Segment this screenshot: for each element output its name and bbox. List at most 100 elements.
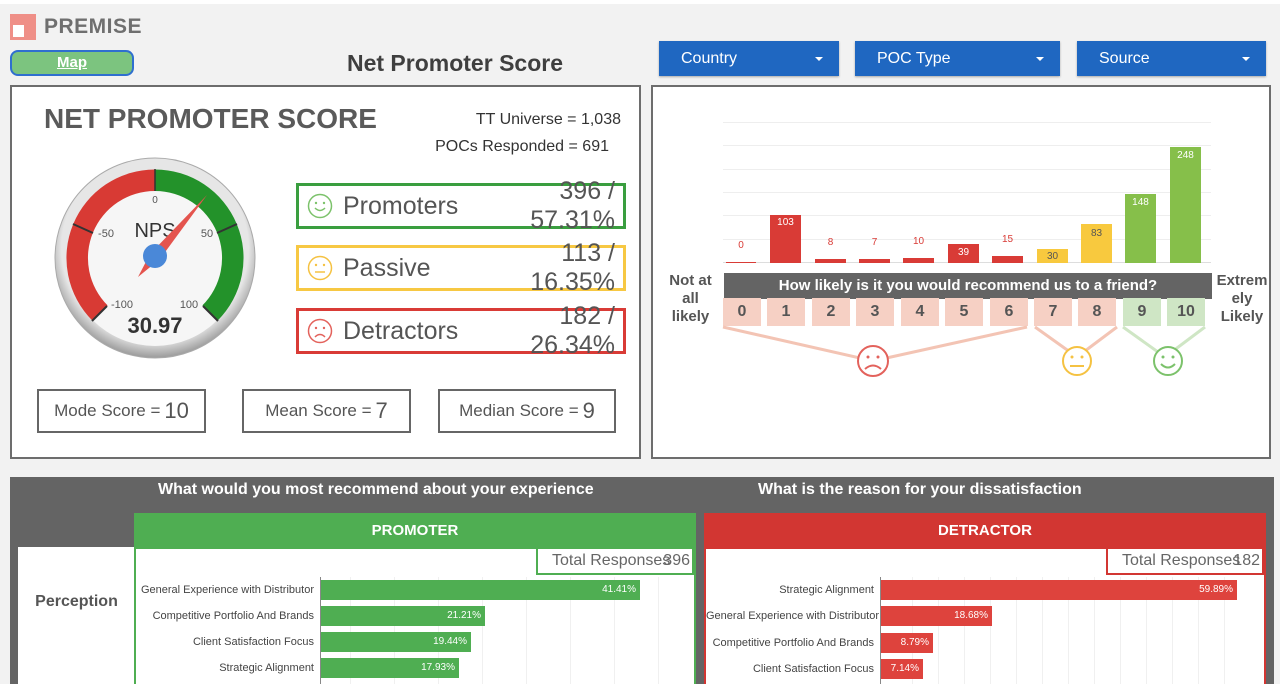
detractor-category-label: Client Satisfaction Focus: [752, 663, 874, 675]
promoter-category-label: Client Satisfaction Focus: [192, 636, 314, 648]
nps-gauge: 0 -50 50 -100 100 NPS 30.97: [54, 157, 256, 359]
promoter-category-label: General Experience with Distributor: [140, 584, 314, 596]
detractor-category-label: Strategic Alignment: [779, 584, 874, 596]
median-score-label: Median Score =: [459, 401, 579, 420]
bar-value: 39: [957, 247, 970, 258]
mode-score-value: 10: [164, 398, 189, 423]
gridline: [1172, 577, 1173, 684]
smile-icon: [1153, 346, 1183, 376]
poc-type-filter-label: POC Type: [877, 50, 951, 67]
gridline: [658, 577, 659, 684]
gridline: [394, 577, 395, 684]
caret-down-icon: [815, 57, 823, 61]
gridline: [350, 577, 351, 684]
scale-cell-1: 1: [767, 298, 805, 326]
score-distribution-card: 0 103 8 7 10 39 15 30 83 148 248 How lik…: [651, 85, 1271, 459]
promoter-header: PROMOTER: [134, 513, 696, 549]
gridline: [990, 577, 991, 684]
scale-cell-10: 10: [1167, 298, 1205, 326]
mean-score-value: 7: [375, 398, 388, 423]
svg-text:NPS: NPS: [134, 220, 175, 242]
detractors-value: 182 / 26.34%: [530, 302, 615, 359]
bar-score-1: 103: [770, 215, 801, 263]
detractor-category-label: General Experience with Distributor: [706, 610, 880, 622]
nps-summary-card: NET PROMOTER SCORE TT Universe = 1,038 P…: [10, 85, 641, 459]
bar-score-6: 15: [992, 234, 1023, 263]
scale-cell-6: 6: [990, 298, 1028, 326]
total-responses-value: 396: [663, 552, 690, 569]
passive-box: Passive 113 / 16.35%: [296, 239, 626, 296]
country-filter-dropdown[interactable]: Country: [659, 41, 839, 76]
svg-text:30.97: 30.97: [127, 313, 182, 338]
gridline: [723, 215, 1211, 216]
passive-label: Passive: [343, 253, 431, 282]
gridline: [723, 192, 1211, 193]
tt-universe: TT Universe = 1,038: [475, 111, 621, 128]
total-responses-label: Total Responses: [1122, 552, 1241, 569]
source-filter-dropdown[interactable]: Source: [1077, 41, 1266, 76]
svg-text:0: 0: [152, 195, 158, 206]
detractor-bar: 59.89%: [881, 580, 1237, 600]
gridline: [570, 577, 571, 684]
gridline: [723, 169, 1211, 170]
scale-cell-7: 7: [1034, 298, 1072, 326]
bar-value: 15: [1001, 234, 1014, 245]
bar-value: 83: [1090, 228, 1103, 239]
promoters-box: Promoters 396 / 57.31%: [296, 177, 626, 234]
promoters-label: Promoters: [343, 191, 459, 220]
promoter-chart: Total Responses 396 General Experience w…: [134, 549, 696, 684]
gridline: [1146, 577, 1147, 684]
question-banner: How likely is it you would recommend us …: [724, 273, 1212, 299]
logo: PREMISE: [10, 14, 142, 40]
bar-value: 30: [1046, 251, 1059, 262]
bar-value: 0: [738, 240, 744, 251]
bar-value: 10: [912, 236, 925, 247]
extremely-likely-label: Extrem ely Likely: [1216, 272, 1268, 325]
detractor-header: DETRACTOR: [704, 513, 1266, 549]
promoter-category-label: Competitive Portfolio And Brands: [152, 610, 314, 622]
map-button[interactable]: Map: [10, 50, 134, 76]
nps-heading: NET PROMOTER SCORE: [44, 103, 377, 134]
bar-score-7: 30: [1037, 249, 1068, 263]
frown-icon: [307, 318, 333, 344]
gridline: [1094, 577, 1095, 684]
scale-cell-4: 4: [901, 298, 939, 326]
bar-score-4: 10: [903, 236, 934, 263]
top-border: [0, 0, 1280, 4]
median-score-value: 9: [582, 398, 595, 423]
mode-score-label: Mode Score =: [54, 401, 161, 420]
passive-value: 113 / 16.35%: [530, 239, 615, 296]
bar-value: 103: [777, 217, 794, 228]
promoter-bar: 19.44%: [321, 632, 471, 652]
detractor-category-label: Competitive Portfolio And Brands: [712, 637, 874, 649]
logo-text: PREMISE: [44, 15, 143, 38]
promoter-category-label: Strategic Alignment: [219, 662, 314, 674]
perception-row-label: Perception: [18, 547, 135, 684]
gridline: [482, 577, 483, 684]
bar-score-10: 248: [1170, 147, 1201, 263]
gridline: [614, 577, 615, 684]
promoter-bar: 21.21%: [321, 606, 485, 626]
scale-cell-3: 3: [856, 298, 894, 326]
caret-down-icon: [1036, 57, 1044, 61]
gridline: [938, 577, 939, 684]
bar-score-3: 7: [859, 237, 890, 263]
detractor-question: What is the reason for your dissatisfact…: [758, 481, 1082, 498]
detractor-bar: 7.14%: [881, 659, 923, 679]
poc-type-filter-dropdown[interactable]: POC Type: [855, 41, 1060, 76]
country-filter-label: Country: [681, 50, 738, 67]
promoter-bar: 41.41%: [321, 580, 640, 600]
y-axis: [880, 577, 881, 684]
gridline: [1068, 577, 1069, 684]
scale-cell-2: 2: [812, 298, 850, 326]
detractor-total-responses: Total Responses 182: [1106, 549, 1264, 575]
promoter-total-responses: Total Responses 396: [536, 549, 694, 575]
detractors-box: Detractors 182 / 26.34%: [296, 302, 626, 359]
gridline: [1198, 577, 1199, 684]
svg-text:100: 100: [180, 299, 198, 311]
svg-text:-50: -50: [98, 228, 114, 240]
promoters-value: 396 / 57.31%: [530, 177, 615, 234]
promoter-bar: 17.93%: [321, 658, 459, 678]
gridline: [723, 122, 1211, 123]
frown-icon: [857, 345, 889, 377]
